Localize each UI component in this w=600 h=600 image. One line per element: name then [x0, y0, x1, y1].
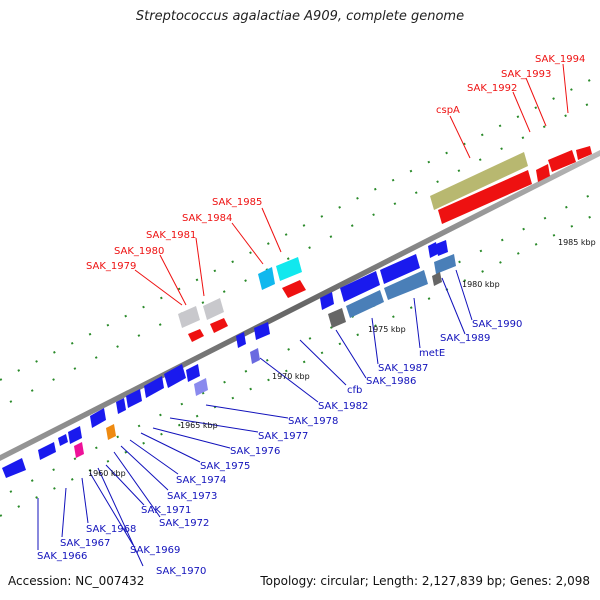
gene-label-mete[interactable]: metE	[419, 348, 445, 359]
gene-label-sak-1979[interactable]: SAK_1979	[86, 261, 136, 272]
gene-label-sak-1966[interactable]: SAK_1966	[37, 551, 87, 562]
scale-label-1985: 1985 kbp	[558, 238, 596, 247]
map-title: Streptococcus agalactiae A909, complete …	[135, 9, 465, 24]
scale-label-1980: 1980 kbp	[462, 280, 500, 289]
gene-label-sak-1970[interactable]: SAK_1970	[156, 566, 206, 577]
scale-label-1960: 1960 kbp	[88, 469, 126, 478]
leader-lines-red	[134, 63, 569, 306]
gene-label-sak-1969[interactable]: SAK_1969	[130, 545, 180, 556]
gene-label-sak-1994[interactable]: SAK_1994	[535, 54, 585, 65]
leader-lines	[37, 269, 473, 567]
gene-label-sak-1972[interactable]: SAK_1972	[159, 518, 209, 529]
gene-label-cfb[interactable]: cfb	[347, 385, 362, 396]
gene-label-sak-1974[interactable]: SAK_1974	[176, 475, 226, 486]
gene-label-sak-1986[interactable]: SAK_1986	[366, 376, 416, 387]
gene-label-sak-1968[interactable]: SAK_1968	[86, 524, 136, 535]
forward-genes	[178, 146, 592, 342]
scale-tick-rows	[0, 74, 600, 517]
gene-label-sak-1981[interactable]: SAK_1981	[146, 230, 196, 241]
scale-label-1965: 1965 kbp	[180, 421, 218, 430]
gene-label-sak-1967[interactable]: SAK_1967	[60, 538, 110, 549]
gene-label-sak-1971[interactable]: SAK_1971	[141, 505, 191, 516]
gene-label-sak-1982[interactable]: SAK_1982	[318, 401, 368, 412]
gene-label-sak-1980[interactable]: SAK_1980	[114, 246, 164, 257]
gene-label-sak-1985[interactable]: SAK_1985	[212, 197, 262, 208]
scale-label-1975: 1975 kbp	[368, 325, 406, 334]
gene-label-sak-1984[interactable]: SAK_1984	[182, 213, 232, 224]
reverse-genes	[2, 240, 456, 478]
gene-label-sak-1976[interactable]: SAK_1976	[230, 446, 280, 457]
gene-label-sak-1975[interactable]: SAK_1975	[200, 461, 250, 472]
gene-label-sak-1989[interactable]: SAK_1989	[440, 333, 490, 344]
accession-label: Accession: NC_007432	[8, 574, 145, 588]
genome-backbone	[0, 150, 600, 461]
gene-label-sak-1987[interactable]: SAK_1987	[378, 363, 428, 374]
gene-label-sak-1973[interactable]: SAK_1973	[167, 491, 217, 502]
gene-label-cspa[interactable]: cspA	[436, 105, 460, 116]
gene-label-sak-1977[interactable]: SAK_1977	[258, 431, 308, 442]
gene-label-sak-1978[interactable]: SAK_1978	[288, 416, 338, 427]
gene-label-sak-1990[interactable]: SAK_1990	[472, 319, 522, 330]
gene-label-sak-1992[interactable]: SAK_1992	[467, 83, 517, 94]
gene-label-sak-1993[interactable]: SAK_1993	[501, 69, 551, 80]
scale-label-1970: 1970 kbp	[272, 372, 310, 381]
genome-summary: Topology: circular; Length: 2,127,839 bp…	[260, 574, 590, 588]
